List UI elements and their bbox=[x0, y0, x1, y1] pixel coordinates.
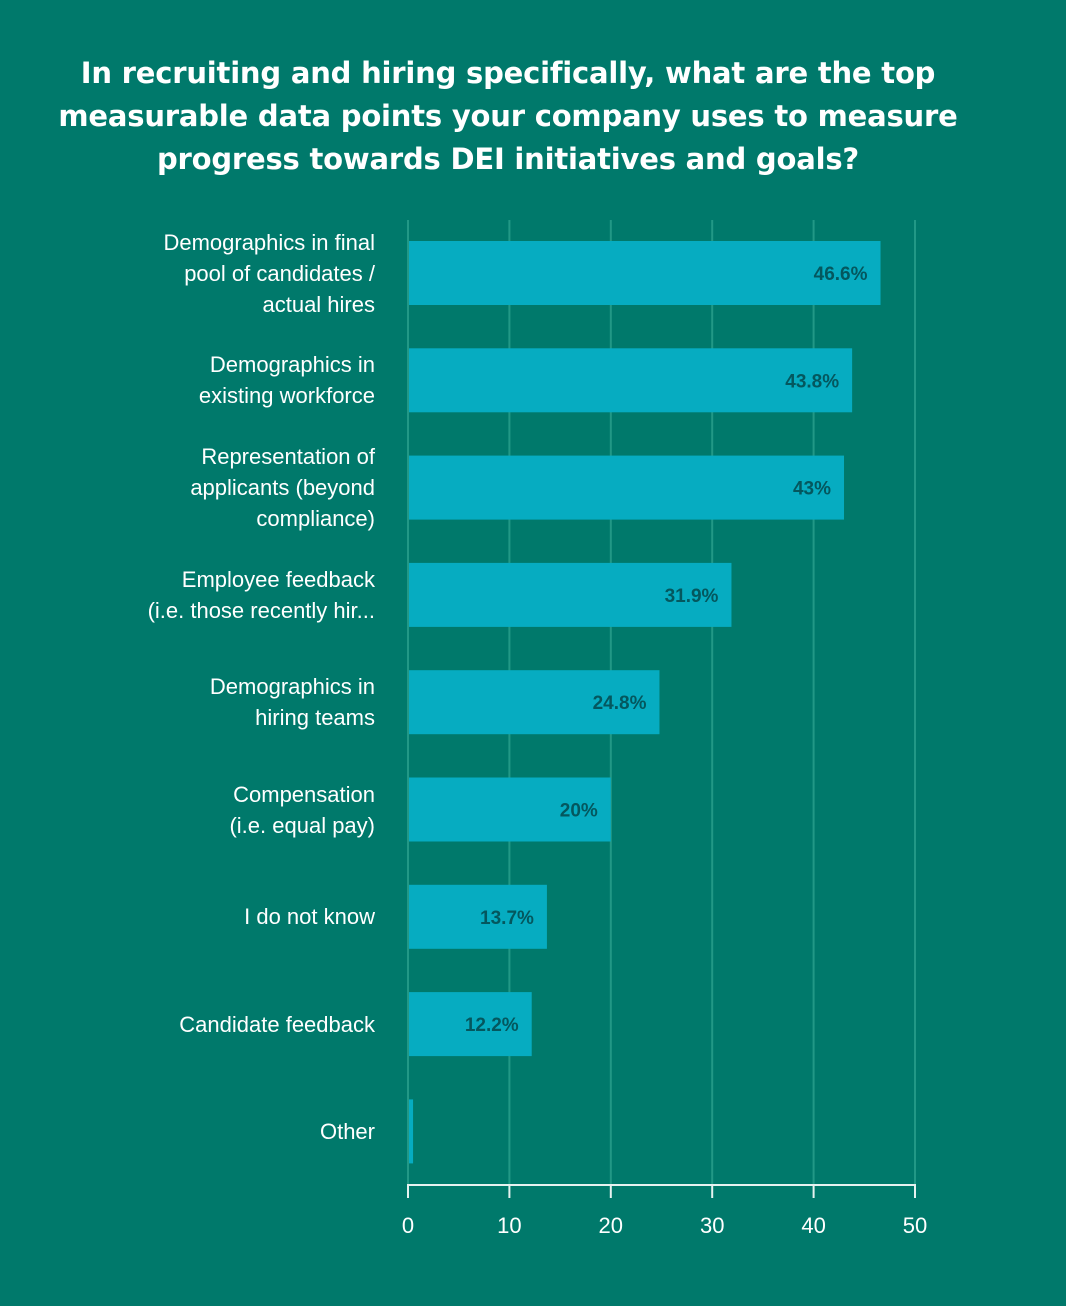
data-label-3: 31.9% bbox=[665, 586, 719, 607]
category-label-line: Candidate feedback bbox=[179, 1011, 375, 1037]
data-label-6: 13.7% bbox=[480, 908, 534, 929]
data-label-7: 12.2% bbox=[465, 1015, 519, 1036]
x-tick-label-50: 50 bbox=[903, 1213, 927, 1238]
data-label-4: 24.8% bbox=[593, 693, 647, 714]
x-tick-label-40: 40 bbox=[801, 1213, 825, 1238]
category-label-7: Candidate feedback bbox=[75, 1009, 375, 1040]
bar-3 bbox=[408, 562, 732, 627]
data-label-0: 46.6% bbox=[814, 264, 868, 285]
category-label-line: compliance) bbox=[256, 506, 375, 532]
bar-1 bbox=[408, 348, 853, 413]
category-label-2: Representation of applicants (beyond compl… bbox=[75, 441, 375, 534]
data-label-1: 43.8% bbox=[785, 371, 839, 392]
category-label-4: Demographics in hiring teams bbox=[75, 671, 375, 733]
category-label-line: existing workforce bbox=[198, 383, 375, 409]
category-label-line: Other bbox=[319, 1118, 375, 1144]
x-tick-label-0: 0 bbox=[402, 1213, 414, 1238]
bar-7 bbox=[408, 992, 532, 1057]
category-label-line: Representation of bbox=[201, 444, 375, 470]
category-label-line: Employee feedback bbox=[181, 566, 375, 592]
category-label-line: hiring teams bbox=[255, 705, 375, 731]
bar-8 bbox=[408, 1099, 414, 1164]
category-label-3: Employee feedback (i.e. those recently hi… bbox=[75, 564, 375, 626]
bar-5 bbox=[408, 777, 611, 842]
category-label-line: (i.e. equal pay) bbox=[229, 812, 375, 838]
x-tick-label-30: 30 bbox=[700, 1213, 724, 1238]
category-label-8: Other bbox=[75, 1116, 375, 1147]
category-label-line: Demographics in bbox=[209, 674, 375, 700]
bar-6 bbox=[408, 884, 547, 949]
category-label-line: Compensation bbox=[233, 781, 375, 807]
chart-title: In recruiting and hiring specifically, w… bbox=[58, 56, 958, 176]
data-label-5: 20% bbox=[560, 801, 598, 822]
x-tick-label-10: 10 bbox=[497, 1213, 521, 1238]
category-label-line: actual hires bbox=[262, 291, 375, 317]
bar-4 bbox=[408, 670, 660, 735]
category-label-6: I do not know bbox=[75, 901, 375, 932]
category-label-line: pool of candidates / bbox=[184, 260, 375, 286]
category-label-1: Demographics in existing workforce bbox=[75, 349, 375, 411]
bar-2 bbox=[408, 455, 845, 520]
category-label-line: I do not know bbox=[244, 904, 375, 930]
category-label-0: Demographics in final pool of candidates … bbox=[75, 227, 375, 320]
category-label-line: applicants (beyond bbox=[190, 475, 375, 501]
category-label-line: Demographics in bbox=[209, 352, 375, 378]
category-label-line: (i.e. those recently hir... bbox=[147, 597, 375, 623]
bar-0 bbox=[408, 241, 881, 305]
category-label-5: Compensation (i.e. equal pay) bbox=[75, 779, 375, 841]
data-label-2: 43% bbox=[793, 479, 831, 500]
x-tick-label-20: 20 bbox=[599, 1213, 623, 1238]
category-label-line: Demographics in final bbox=[163, 229, 375, 255]
